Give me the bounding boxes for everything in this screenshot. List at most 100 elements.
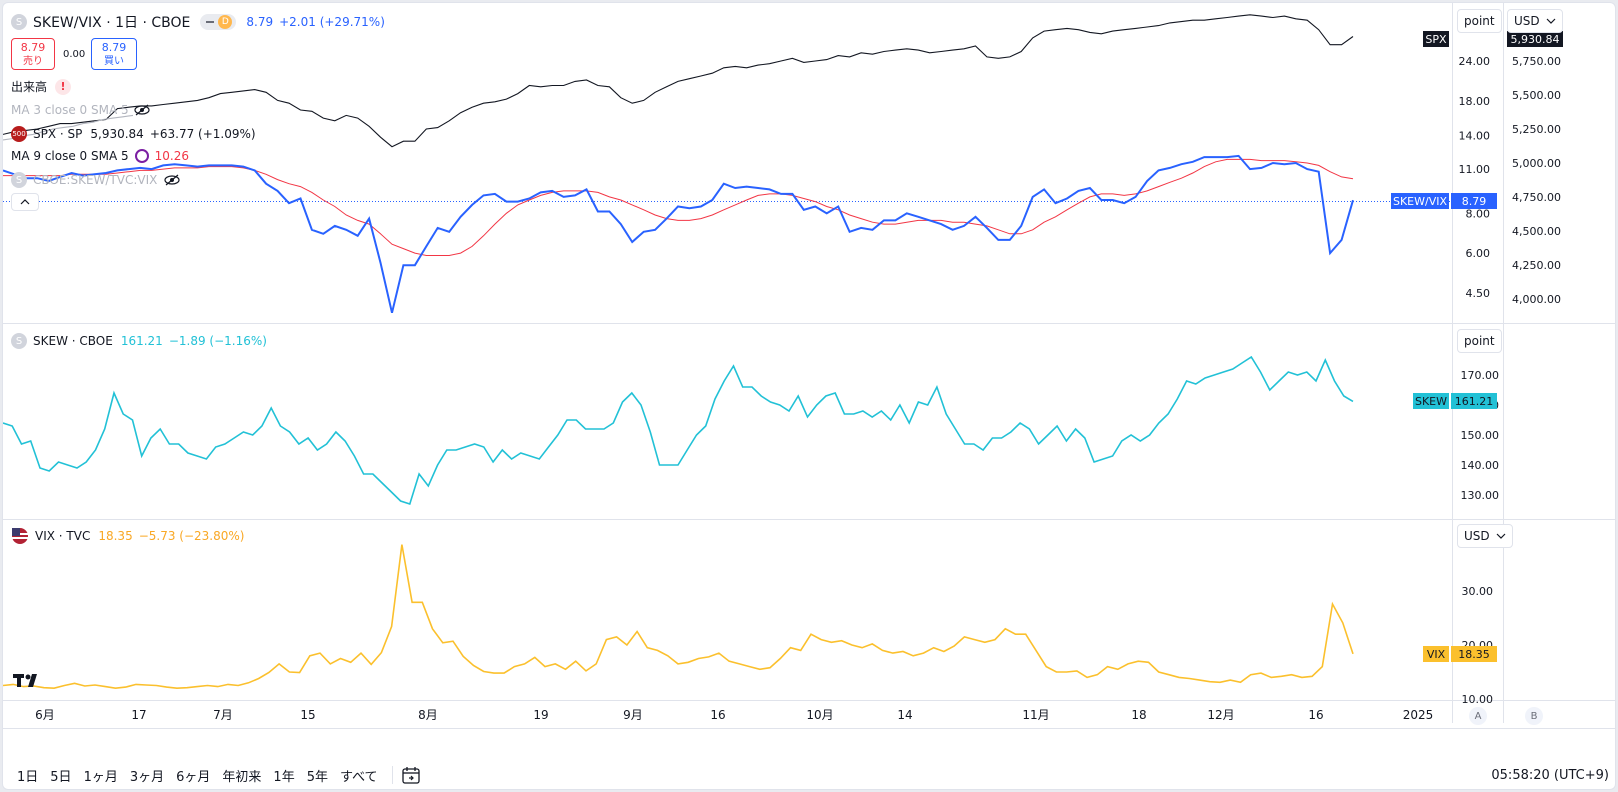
auto-scale-button[interactable]: A (1469, 707, 1487, 725)
time-axis-label: 10月 (806, 708, 833, 722)
range-button[interactable]: 3ヶ月 (129, 769, 165, 785)
spx-badge: 500 (11, 126, 27, 142)
skew-tag-value-bg (1451, 393, 1497, 409)
sell-price: 8.79 (20, 41, 46, 54)
spx-tag: SPX (1423, 31, 1449, 47)
ma9-line (3, 158, 1354, 256)
price-axis-label-spx: 5,750.00 (1512, 55, 1561, 68)
price-change: +2.01 (+29.71%) (279, 15, 385, 29)
price-axis-label: 6.00 (1466, 247, 1491, 260)
price-axis-label-spx: 5,250.00 (1512, 123, 1561, 136)
ma3-legend[interactable]: MA 3 close 0 SMA 5 (11, 103, 151, 117)
chevron-down-icon (1546, 18, 1556, 24)
ma9-value: 10.26 (154, 149, 189, 163)
range-button[interactable]: 5年 (306, 769, 328, 785)
chart-canvas[interactable]: 24.00 18.00 14.00 11.00 8.00 6.00 4.50 5,750.00… (3, 3, 1616, 790)
buy-button[interactable]: 8.79 買い (91, 38, 137, 70)
range-button[interactable]: すべて (339, 769, 378, 785)
compare-legend[interactable]: S CBOE:SKEW/TVC:VIX (11, 172, 181, 188)
clock[interactable]: 05:58:20 (UTC+9) (1491, 767, 1609, 783)
skew-axis-label: 130.00 (1461, 489, 1500, 502)
time-axis-label: 18 (1131, 708, 1146, 722)
skew-label: SKEW · CBOE (33, 334, 113, 348)
spx-value-tag-label-bg (1507, 31, 1563, 47)
range-button[interactable]: 年初来 (222, 769, 262, 785)
b-scale-button[interactable]: B (1525, 707, 1543, 725)
ma3-label: MA 3 close 0 SMA 5 (11, 103, 129, 117)
vix-tag-label-bg (1423, 646, 1449, 662)
ma9-legend[interactable]: MA 9 close 0 SMA 5 10.26 (11, 149, 189, 163)
skewvix-line (3, 154, 1354, 314)
spx-tag-label: SPX (1425, 33, 1447, 46)
vix-legend[interactable]: VIX · TVC 18.35 −5.73 (−23.80%) (11, 528, 244, 544)
compare-label: CBOE:SKEW/TVC:VIX (33, 173, 158, 187)
spx-legend[interactable]: 500 SPX · SP 5,930.84 +63.77 (+1.09%) (11, 126, 256, 142)
interval-pill[interactable]: D (200, 14, 237, 30)
sell-label: 売り (23, 56, 43, 67)
spx-line (3, 14, 1354, 148)
pane1-currency: USD (1514, 14, 1540, 28)
bottom-toolbar: 1日 5日 1ヶ月 3ヶ月 6ヶ月 年初来 1年 5年 すべて 05:58:20 (UTC+9) (3, 759, 1615, 789)
skew-tag-value: 161.21 (1455, 395, 1494, 408)
vix-change: −5.73 (−23.80%) (138, 529, 245, 543)
range-button[interactable]: 5日 (50, 769, 72, 785)
sell-button[interactable]: 8.79 売り (11, 38, 55, 70)
time-axis-label: 14 (897, 708, 912, 722)
price-axis-label-spx: 4,750.00 (1512, 191, 1561, 204)
tradingview-logo[interactable] (13, 671, 45, 692)
chevron-up-icon (20, 199, 30, 205)
ma9-label: MA 9 close 0 SMA 5 (11, 149, 129, 163)
hidden-eye-icon[interactable] (163, 173, 181, 187)
skew-tag: SKEW 161.21 (1413, 393, 1497, 409)
symbol-logo-icon: S (11, 14, 27, 30)
calendar-icon[interactable] (401, 765, 423, 785)
time-axis-label: 19 (533, 708, 548, 722)
spx-change: +63.77 (+1.09%) (149, 127, 256, 141)
last-price: 8.79 (246, 15, 274, 29)
symbol-title[interactable]: SKEW/VIX · 1日 · CBOE (33, 15, 191, 31)
range-button[interactable]: 1ヶ月 (83, 769, 118, 785)
skew-legend[interactable]: S SKEW · CBOE 161.21 −1.89 (−1.16%) (11, 333, 267, 349)
spx-value: 5,930.84 (90, 127, 144, 141)
chevron-down-icon (1496, 533, 1506, 539)
price-axis-label-spx: 4,500.00 (1512, 225, 1561, 238)
spx-value-tag: 5,930.84 (1507, 31, 1563, 47)
vix-tag-label: VIX (1427, 648, 1446, 661)
pane2-unit-button[interactable]: point (1457, 329, 1502, 353)
pane3-currency-button[interactable]: USD (1457, 524, 1513, 548)
price-axis-label: 24.00 (1459, 55, 1491, 68)
skew-logo-icon: S (11, 333, 27, 349)
vix-tag-value: 18.35 (1458, 648, 1490, 661)
skewvix-tag-value-bg (1451, 193, 1497, 209)
sync-icon[interactable] (134, 149, 149, 163)
spx-label: SPX · SP (33, 127, 83, 141)
pane1-unit-button[interactable]: point (1457, 9, 1502, 33)
tv-logo-icon (13, 674, 37, 687)
compare-logo-icon: S (11, 172, 27, 188)
hidden-eye-icon[interactable] (133, 103, 151, 117)
range-button[interactable]: 1年 (273, 769, 295, 785)
time-axis-label: 8月 (418, 708, 438, 722)
volume-legend[interactable]: 出来高 ! (11, 78, 72, 95)
price-axis-label-spx: 5,000.00 (1512, 157, 1561, 170)
price-axis-label: 4.50 (1466, 287, 1491, 300)
skewvix-tag-label: SKEW/VIX (1393, 195, 1447, 208)
range-button[interactable]: 1日 (17, 769, 39, 785)
vix-axis-label: 10.00 (1462, 693, 1494, 706)
skew-change: −1.89 (−1.16%) (168, 334, 267, 348)
pane1-currency-button[interactable]: USD (1507, 9, 1563, 33)
price-axis-label: 14.00 (1459, 130, 1491, 143)
collapse-legend-button[interactable] (11, 193, 39, 211)
vix-tag: VIX 18.35 (1423, 646, 1497, 662)
time-axis-label: 17 (131, 708, 146, 722)
warning-icon[interactable]: ! (55, 78, 72, 95)
skewvix-tag: SKEW/VIX 8.79 (1391, 193, 1497, 209)
spread-value: 0.00 (63, 49, 86, 60)
spx-value-tag-label: 5,930.84 (1511, 33, 1560, 46)
buy-price: 8.79 (101, 41, 127, 54)
price-axis-label: 18.00 (1459, 95, 1491, 108)
skew-tag-label: SKEW (1415, 395, 1447, 408)
time-axis-label: 2025 (1403, 708, 1434, 722)
skew-axis-label: 140.00 (1461, 459, 1500, 472)
range-button[interactable]: 6ヶ月 (176, 769, 211, 785)
